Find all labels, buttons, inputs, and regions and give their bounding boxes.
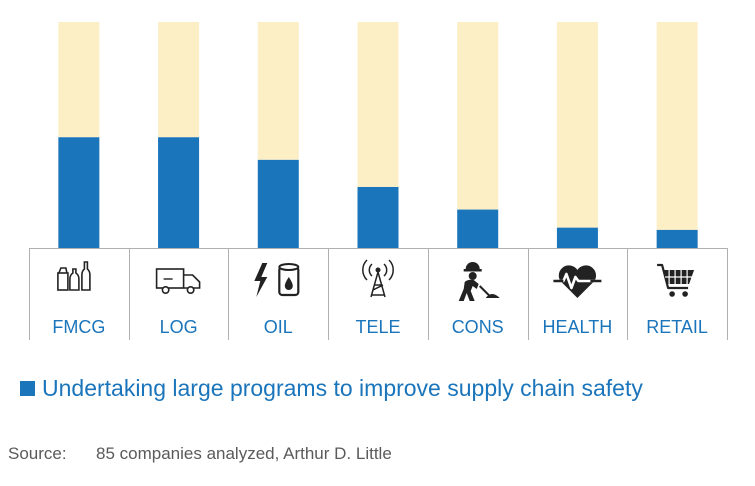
- bar-remainder: [158, 22, 200, 138]
- bar-group-health: [556, 22, 598, 248]
- legend: Undertaking large programs to improve su…: [20, 375, 643, 402]
- bar: [457, 209, 499, 248]
- bar-chart: FMCG LOG OIL TELE CONS HEALTH RETAIL: [29, 22, 728, 340]
- delivery-truck-icon: [155, 268, 201, 295]
- bar-group-fmcg: [58, 22, 100, 248]
- category-label: OIL: [264, 317, 293, 337]
- bar: [656, 229, 698, 248]
- bar-remainder: [457, 22, 499, 210]
- category-label: FMCG: [52, 317, 105, 337]
- antenna-tower-icon: [362, 259, 394, 298]
- shopping-cart-icon: [657, 263, 695, 297]
- source-label: Source:: [8, 444, 67, 463]
- bottles-carton-icon: [57, 261, 91, 291]
- bar: [257, 159, 299, 248]
- source-text: 85 companies analyzed, Arthur D. Little: [96, 444, 392, 463]
- bar-group-oil: [257, 22, 299, 248]
- category-label: RETAIL: [646, 317, 708, 337]
- bar-remainder: [556, 22, 598, 228]
- category-label: LOG: [160, 317, 198, 337]
- bar: [158, 137, 200, 248]
- bar-group-log: [158, 22, 200, 248]
- category-label: HEALTH: [543, 317, 613, 337]
- construction-worker-icon: [458, 262, 500, 301]
- lightning-barrel-icon: [254, 263, 300, 297]
- heart-pulse-icon: [553, 265, 602, 298]
- category-label: TELE: [355, 317, 400, 337]
- bar-remainder: [257, 22, 299, 160]
- source-note: Source: 85 companies analyzed, Arthur D. …: [8, 444, 392, 464]
- bar-remainder: [357, 22, 399, 187]
- bar-group-tele: [357, 22, 399, 248]
- category-label: CONS: [452, 317, 504, 337]
- bar-remainder: [58, 22, 100, 138]
- bar-group-cons: [457, 22, 499, 248]
- bar-remainder: [656, 22, 698, 230]
- bar-group-retail: [656, 22, 698, 248]
- bar: [357, 186, 399, 248]
- legend-swatch: [20, 381, 35, 396]
- legend-label: Undertaking large programs to improve su…: [42, 375, 643, 401]
- bar: [556, 227, 598, 248]
- bar: [58, 137, 100, 248]
